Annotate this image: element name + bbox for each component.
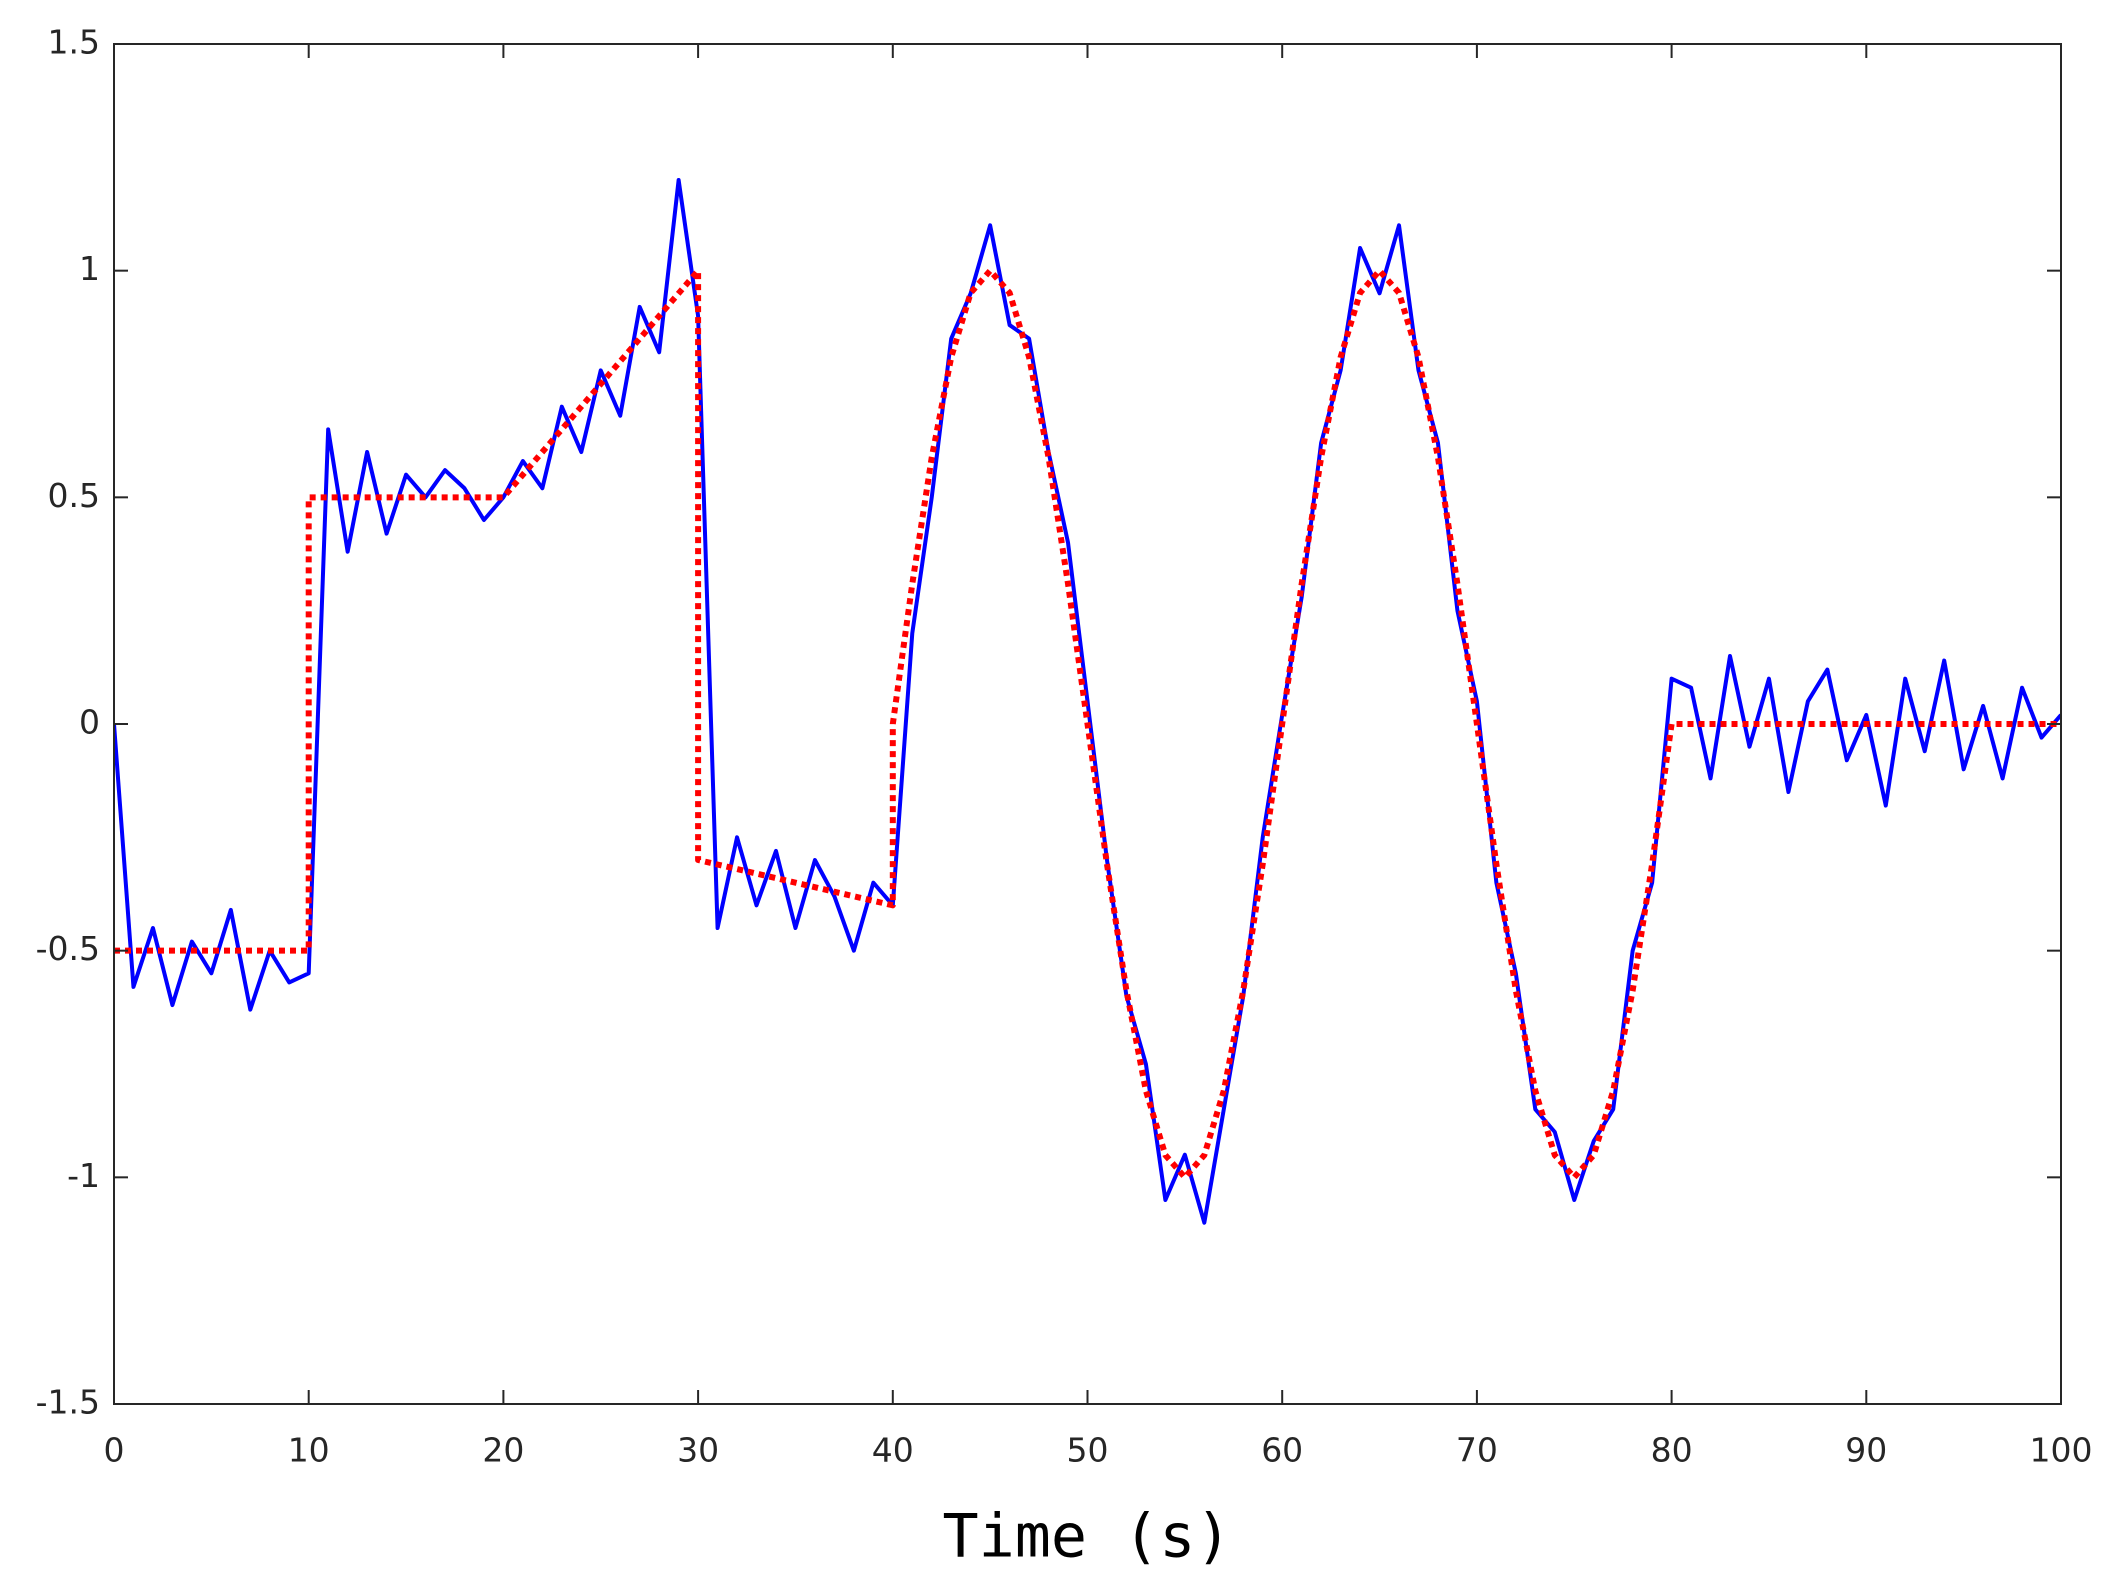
y-tick-label: -1.5 (36, 1383, 100, 1422)
x-tick-label: 30 (677, 1431, 719, 1470)
x-tick-label: 20 (482, 1431, 524, 1470)
x-tick-label: 40 (872, 1431, 914, 1470)
y-tick-label: 1 (79, 249, 100, 288)
y-tick-label: 0 (79, 703, 100, 742)
y-tick-label: 1.5 (48, 23, 100, 62)
x-tick-label: 60 (1261, 1431, 1303, 1470)
x-tick-label: 80 (1651, 1431, 1693, 1470)
y-tick-label: -0.5 (36, 929, 100, 968)
x-tick-label: 10 (288, 1431, 330, 1470)
data-line (114, 267, 2061, 1181)
x-tick-label: 50 (1067, 1431, 1109, 1470)
x-tick-label: 0 (104, 1431, 125, 1470)
x-axis-label: Time (s) (943, 1502, 1232, 1572)
data-line (114, 178, 2061, 1225)
x-tick-label: 70 (1456, 1431, 1498, 1470)
x-tick-label: 100 (2030, 1431, 2093, 1470)
y-tick-label: -1 (67, 1156, 100, 1195)
x-tick-label: 90 (1845, 1431, 1887, 1470)
y-tick-label: 0.5 (48, 476, 100, 515)
